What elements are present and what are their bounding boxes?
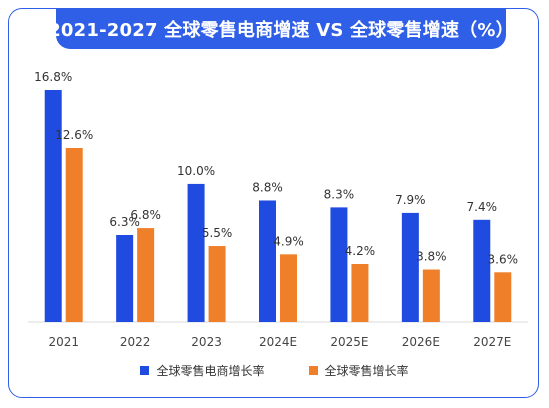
data-label-ecommerce-2027E: 7.4% [467, 200, 498, 214]
data-label-ecommerce-2026E: 7.9% [395, 193, 426, 207]
data-label-retail-2025E: 4.2% [345, 244, 376, 258]
legend-item-retail: 全球零售增长率 [308, 362, 409, 379]
bar-retail-2025E [351, 264, 369, 322]
bar-ecommerce-2023 [187, 183, 205, 322]
data-label-retail-2022: 6.8% [130, 208, 161, 222]
legend-swatch-retail [308, 366, 318, 375]
bar-ecommerce-2025E [330, 207, 348, 322]
data-label-retail-2024E: 4.9% [273, 234, 304, 248]
bar-retail-2022 [137, 228, 155, 322]
x-tick-label-2022: 2022 [120, 335, 151, 349]
chart-card: 2021-2027 全球零售电商增速 VS 全球零售增速（%） [8, 8, 539, 398]
data-label-retail-2027E: 3.6% [488, 252, 519, 266]
x-tick-label-2021: 2021 [48, 335, 79, 349]
bar-retail-2026E [422, 269, 440, 322]
bar-ecommerce-2021 [44, 90, 62, 322]
bar-ecommerce-2022 [116, 235, 134, 322]
x-tick-label-2023: 2023 [191, 335, 222, 349]
data-label-ecommerce-2025E: 8.3% [324, 187, 355, 201]
chart-title-bar: 2021-2027 全球零售电商增速 VS 全球零售增速（%） [48, 9, 514, 49]
bar-ecommerce-2024E [259, 200, 276, 322]
chart-legend: 全球零售电商增长率 全球零售增长率 [0, 362, 549, 379]
bar-ecommerce-2026E [401, 212, 419, 322]
data-label-retail-2023: 5.5% [202, 226, 233, 240]
legend-label-ecommerce: 全球零售电商增长率 [156, 364, 265, 378]
bar-retail-2024E [280, 254, 297, 322]
x-tick-label-2024E: 2024E [259, 335, 297, 349]
chart-title: 2021-2027 全球零售电商增速 VS 全球零售增速（%） [48, 20, 514, 41]
data-label-ecommerce-2021: 16.8% [34, 70, 72, 84]
x-tick-label-2025E: 2025E [330, 335, 368, 349]
data-label-ecommerce-2024E: 8.8% [252, 180, 283, 194]
bar-retail-2023 [208, 246, 226, 322]
legend-label-retail: 全球零售增长率 [324, 364, 409, 378]
bar-retail-2021 [65, 148, 83, 322]
legend-swatch-ecommerce [140, 366, 150, 375]
data-label-retail-2026E: 3.8% [416, 250, 447, 264]
x-tick-label-2026E: 2026E [402, 335, 440, 349]
bar-retail-2027E [494, 272, 512, 322]
bar-ecommerce-2027E [473, 219, 491, 322]
data-label-ecommerce-2022: 6.3% [109, 215, 140, 229]
data-label-ecommerce-2023: 10.0% [177, 164, 215, 178]
x-tick-label-2027E: 2027E [473, 335, 511, 349]
data-label-retail-2021: 12.6% [55, 128, 93, 142]
legend-item-ecommerce: 全球零售电商增长率 [140, 362, 265, 379]
